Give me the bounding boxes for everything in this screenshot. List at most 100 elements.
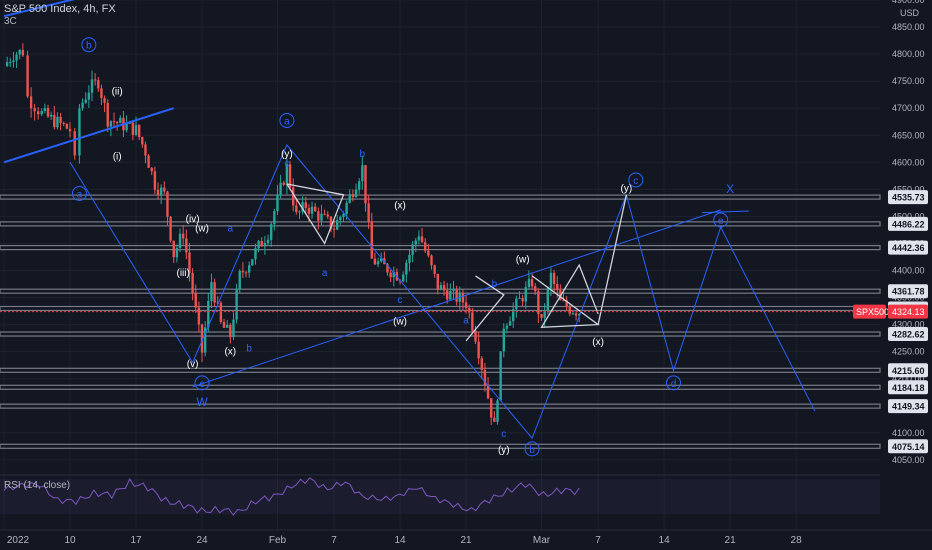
candle-body bbox=[455, 288, 458, 302]
time-tick-label: 17 bbox=[130, 535, 142, 546]
candle-body bbox=[483, 369, 487, 386]
chart-subtitle: 3C bbox=[4, 16, 17, 27]
candle-body bbox=[464, 302, 468, 308]
candle-body bbox=[78, 108, 81, 156]
level-band bbox=[0, 367, 881, 373]
candle-body bbox=[380, 258, 383, 262]
wave-labels: b(ii)(i)a(iv)(w) a(iii)(x) b(v)cWa(y)cab(x… bbox=[71, 37, 734, 457]
price-tick-label: 4650.00 bbox=[892, 130, 925, 140]
candle-body bbox=[115, 122, 119, 124]
price-tick-label: 4750.00 bbox=[892, 76, 925, 86]
wave-label: a bbox=[228, 224, 234, 235]
price-axis[interactable]: 4050.004100.004150.004200.004250.004300.… bbox=[0, 0, 932, 530]
symbol-title[interactable]: S&P 500 Index, 4h, FX bbox=[4, 3, 116, 15]
candle-body bbox=[417, 236, 421, 241]
candle-body bbox=[97, 80, 100, 89]
candle-body bbox=[304, 202, 307, 209]
symbol-tag bbox=[853, 304, 886, 319]
wave-label: b bbox=[492, 279, 498, 290]
candle-body bbox=[549, 272, 553, 289]
candle-body bbox=[389, 272, 392, 278]
chart-header: S&P 500 Index, 4h, FX 3C bbox=[4, 3, 116, 27]
candle-body bbox=[571, 313, 575, 315]
level-tag-label: 4215.60 bbox=[892, 366, 925, 376]
price-tick-label: 4300.00 bbox=[892, 320, 925, 330]
candle-body bbox=[556, 284, 559, 291]
level-tag-label: 4535.73 bbox=[892, 193, 925, 203]
corrective-triangle bbox=[531, 263, 600, 329]
candle-body bbox=[68, 128, 72, 132]
candle-body bbox=[313, 206, 317, 212]
wave-circle bbox=[194, 375, 210, 391]
price-tick-label: 4100.00 bbox=[892, 428, 925, 438]
wave-label: (x) bbox=[224, 346, 236, 357]
candle-body bbox=[191, 272, 194, 294]
wave-label: (w) bbox=[195, 224, 209, 235]
candle-body bbox=[251, 259, 254, 266]
candle-body bbox=[153, 171, 157, 190]
candle-body bbox=[247, 265, 251, 273]
current-price-label: 4324.13 bbox=[892, 307, 925, 317]
wave-circle bbox=[666, 375, 682, 391]
level-tag-label: 4282.62 bbox=[892, 330, 925, 340]
candles bbox=[5, 43, 581, 425]
candle-body bbox=[219, 302, 223, 322]
candle-body bbox=[373, 258, 377, 265]
candle-body bbox=[18, 49, 21, 55]
candle-body bbox=[65, 123, 69, 129]
wave-label: X bbox=[726, 182, 734, 196]
candle-body bbox=[527, 279, 531, 288]
candle-body bbox=[172, 240, 175, 258]
candle-body bbox=[73, 131, 76, 156]
candle-body bbox=[266, 239, 270, 244]
level-band bbox=[0, 403, 881, 409]
candle-body bbox=[225, 324, 229, 328]
candle-body bbox=[87, 92, 91, 100]
candle-body bbox=[430, 255, 433, 266]
candle-body bbox=[203, 327, 207, 353]
time-axis[interactable]: 2022 10 17 24 Feb 7 14 21 Mar 7 14 21 28 bbox=[0, 529, 932, 550]
candle-body bbox=[392, 271, 395, 278]
candle-body bbox=[496, 400, 499, 422]
candle-body bbox=[461, 293, 465, 303]
rsi-pane: 40.00000 bbox=[0, 474, 932, 516]
candle-body bbox=[518, 298, 521, 300]
candle-body bbox=[26, 55, 29, 97]
candle-body bbox=[125, 123, 128, 131]
candle-body bbox=[307, 208, 311, 214]
candle-body bbox=[436, 273, 439, 291]
candle-body bbox=[298, 211, 301, 213]
candle-body bbox=[449, 290, 452, 300]
candle-body bbox=[339, 216, 342, 221]
wave-label: (y) bbox=[498, 445, 510, 456]
candle-body bbox=[141, 137, 144, 145]
candle-body bbox=[386, 264, 389, 273]
wave-path-upper-trend bbox=[3, 0, 76, 18]
candle-body bbox=[427, 250, 430, 256]
wave-label: a bbox=[322, 268, 328, 279]
rsi-indicator-label[interactable]: RSI (14, close) bbox=[4, 480, 71, 491]
candle-body bbox=[163, 187, 166, 192]
wave-label: (i) bbox=[113, 152, 122, 163]
level-tag-label: 4361.78 bbox=[892, 287, 925, 297]
candle-body bbox=[342, 213, 345, 217]
candle-body bbox=[166, 191, 169, 217]
corrective-triangle bbox=[465, 275, 505, 342]
time-tick-label: 14 bbox=[659, 535, 671, 546]
candle-body bbox=[260, 241, 263, 247]
candle-body bbox=[112, 121, 116, 123]
level-tag bbox=[888, 284, 928, 299]
wave-circle bbox=[628, 172, 644, 188]
time-tick-label: 14 bbox=[394, 535, 406, 546]
wave-label: c bbox=[200, 379, 205, 390]
candle-body bbox=[103, 98, 106, 103]
candle-body bbox=[109, 121, 113, 127]
candle-body bbox=[361, 165, 364, 182]
level-band bbox=[0, 194, 881, 200]
level-tag bbox=[888, 363, 928, 378]
candle-body bbox=[159, 187, 163, 196]
candle-body bbox=[543, 311, 546, 318]
wave-label: (v) bbox=[187, 359, 199, 370]
candle-body bbox=[323, 213, 326, 215]
